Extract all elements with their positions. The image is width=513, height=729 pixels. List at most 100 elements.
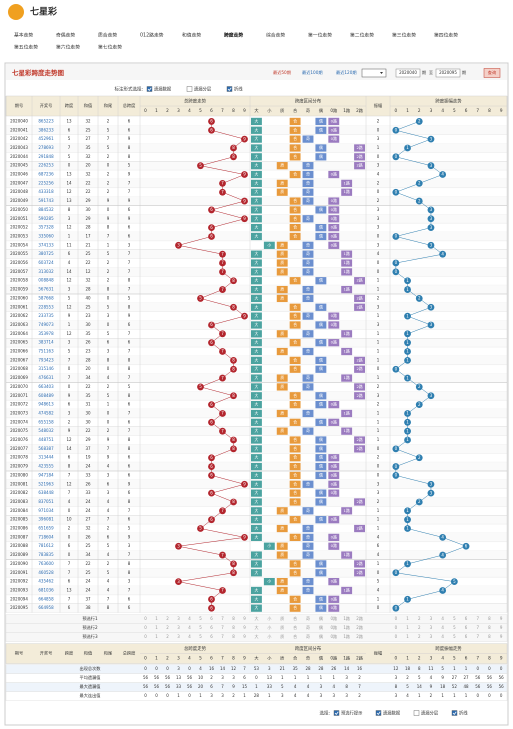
nav-link[interactable]: 第四位走势 <box>434 32 458 39</box>
preselect-cell[interactable]: 9 <box>243 625 246 630</box>
preselect-cell[interactable]: 5 <box>453 625 456 630</box>
preselect-cell[interactable]: 合 <box>293 624 297 630</box>
preselect-cell[interactable]: 质 <box>280 615 284 621</box>
nav-link[interactable]: 和值走势 <box>182 32 201 39</box>
preselect-cell[interactable]: 偶 <box>319 615 323 621</box>
preselect-cell[interactable]: 大 <box>254 633 258 639</box>
preselect-cell[interactable]: 2路 <box>356 615 363 621</box>
preselect-cell[interactable]: 3 <box>177 625 180 630</box>
preselect-cell[interactable]: 5 <box>199 616 202 621</box>
preselect-cell[interactable]: 7 <box>476 625 479 630</box>
checkbox-label[interactable]: 预选行提示 <box>341 710 363 717</box>
checkbox-label[interactable]: 折线 <box>234 86 243 93</box>
preselect-cell[interactable]: 1 <box>155 616 158 621</box>
preselect-cell[interactable]: 0 <box>144 634 147 639</box>
preselect-cell[interactable]: 小 <box>267 615 271 621</box>
nav-link[interactable]: 跨度走势 <box>224 32 243 39</box>
preselect-cell[interactable]: 3 <box>430 625 433 630</box>
preselect-cell[interactable]: 2 <box>166 634 169 639</box>
preselect-cell[interactable]: 合 <box>293 615 297 621</box>
preselect-cell[interactable]: 9 <box>500 625 503 630</box>
preselect-cell[interactable]: 9 <box>500 634 503 639</box>
preselect-cell[interactable]: 1 <box>155 634 158 639</box>
nav-link[interactable]: 第六位走势 <box>56 44 80 51</box>
preselect-cell[interactable]: 0路 <box>331 615 338 621</box>
nav-link[interactable]: 第七位走势 <box>98 44 122 51</box>
nav-link[interactable]: 第一位走势 <box>308 32 332 39</box>
preselect-cell[interactable]: 1路 <box>343 615 350 621</box>
preselect-cell[interactable]: 1 <box>406 616 409 621</box>
nav-link[interactable]: 综合走势 <box>266 32 285 39</box>
preselect-cell[interactable]: 大 <box>254 624 258 630</box>
checkbox-label[interactable]: 遗漏分层 <box>194 86 212 93</box>
preselect-cell[interactable]: 7 <box>476 616 479 621</box>
preselect-cell[interactable]: 7 <box>221 634 224 639</box>
quick-link[interactable]: 最近50期 <box>273 69 291 76</box>
preselect-cell[interactable]: 4 <box>188 634 191 639</box>
preselect-cell[interactable]: 2路 <box>356 633 363 639</box>
preselect-cell[interactable]: 6 <box>465 634 468 639</box>
preselect-cell[interactable]: 2 <box>418 625 421 630</box>
preselect-cell[interactable]: 6 <box>210 625 213 630</box>
preselect-cell[interactable]: 2 <box>418 634 421 639</box>
preselect-cell[interactable]: 合 <box>293 633 297 639</box>
checkbox[interactable] <box>186 86 193 92</box>
preselect-cell[interactable]: 0 <box>144 616 147 621</box>
preselect-cell[interactable]: 9 <box>243 616 246 621</box>
range-select[interactable] <box>361 68 387 78</box>
preselect-cell[interactable]: 2 <box>166 625 169 630</box>
nav-link[interactable]: 012路走势 <box>140 32 164 39</box>
checkbox-label[interactable]: 遗漏数据 <box>154 86 172 93</box>
preselect-cell[interactable]: 9 <box>500 616 503 621</box>
preselect-cell[interactable]: 2路 <box>356 624 363 630</box>
from-input[interactable] <box>395 68 421 78</box>
preselect-cell[interactable]: 8 <box>488 625 491 630</box>
preselect-cell[interactable]: 8 <box>232 634 235 639</box>
preselect-cell[interactable]: 1路 <box>343 633 350 639</box>
preselect-cell[interactable]: 偶 <box>319 633 323 639</box>
checkbox-label[interactable]: 遗漏分层 <box>421 710 439 717</box>
checkbox[interactable] <box>146 86 153 92</box>
preselect-cell[interactable]: 小 <box>267 624 271 630</box>
preselect-cell[interactable]: 5 <box>453 634 456 639</box>
preselect-cell[interactable]: 3 <box>177 616 180 621</box>
preselect-cell[interactable]: 5 <box>199 634 202 639</box>
checkbox[interactable] <box>333 710 340 716</box>
preselect-cell[interactable]: 1路 <box>343 624 350 630</box>
preselect-cell[interactable]: 5 <box>453 616 456 621</box>
preselect-cell[interactable]: 1 <box>155 625 158 630</box>
preselect-cell[interactable]: 8 <box>488 634 491 639</box>
preselect-cell[interactable]: 6 <box>465 625 468 630</box>
preselect-cell[interactable]: 4 <box>188 625 191 630</box>
preselect-cell[interactable]: 奇 <box>306 615 310 621</box>
nav-link[interactable]: 第三位走势 <box>392 32 416 39</box>
preselect-cell[interactable]: 7 <box>221 625 224 630</box>
checkbox-label[interactable]: 折线 <box>459 710 468 717</box>
preselect-cell[interactable]: 0 <box>395 625 398 630</box>
checkbox[interactable] <box>226 86 233 92</box>
preselect-cell[interactable]: 5 <box>199 625 202 630</box>
preselect-cell[interactable]: 0 <box>395 634 398 639</box>
preselect-cell[interactable]: 质 <box>280 633 284 639</box>
nav-link[interactable]: 第二位走势 <box>350 32 374 39</box>
preselect-cell[interactable]: 2 <box>418 616 421 621</box>
preselect-cell[interactable]: 8 <box>232 616 235 621</box>
checkbox-label[interactable]: 遗漏数据 <box>383 710 401 717</box>
preselect-cell[interactable]: 偶 <box>319 624 323 630</box>
preselect-cell[interactable]: 大 <box>254 615 258 621</box>
preselect-cell[interactable]: 3 <box>177 634 180 639</box>
nav-link[interactable]: 质合走势 <box>98 32 117 39</box>
preselect-cell[interactable]: 4 <box>441 625 444 630</box>
preselect-cell[interactable]: 6 <box>210 634 213 639</box>
preselect-cell[interactable]: 8 <box>232 625 235 630</box>
preselect-cell[interactable]: 7 <box>476 634 479 639</box>
nav-link[interactable]: 基本走势 <box>14 32 33 39</box>
preselect-cell[interactable]: 9 <box>243 634 246 639</box>
preselect-cell[interactable]: 8 <box>488 616 491 621</box>
preselect-cell[interactable]: 0路 <box>331 633 338 639</box>
preselect-cell[interactable]: 奇 <box>306 624 310 630</box>
quick-link[interactable]: 最近120期 <box>336 69 357 76</box>
preselect-cell[interactable]: 7 <box>221 616 224 621</box>
preselect-cell[interactable]: 奇 <box>306 633 310 639</box>
preselect-cell[interactable]: 0路 <box>331 624 338 630</box>
